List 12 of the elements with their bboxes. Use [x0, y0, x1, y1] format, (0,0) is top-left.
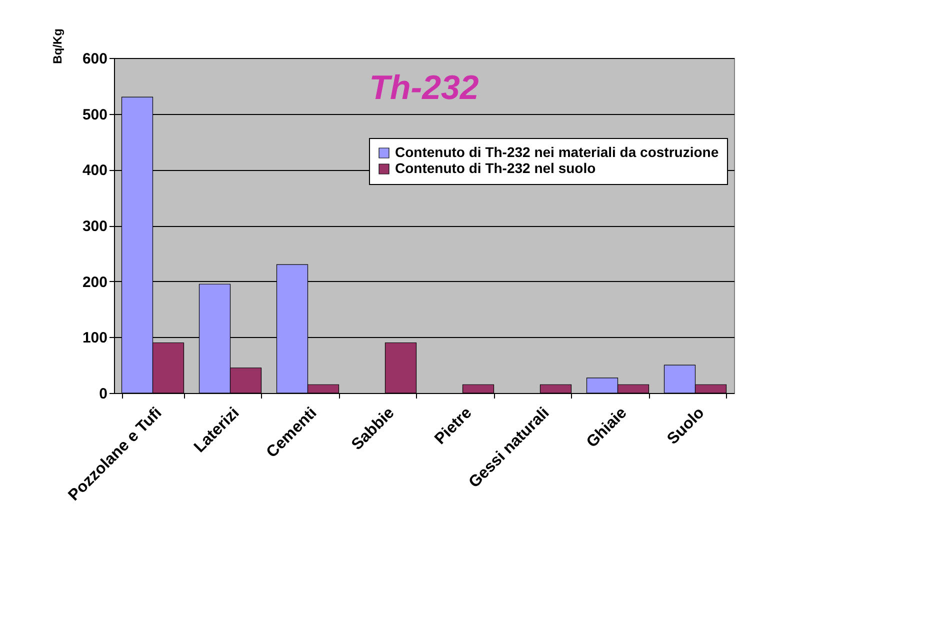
y-axis-title: Bq/Kg: [50, 28, 64, 64]
y-tick-label: 400: [82, 162, 108, 180]
y-tick-label: 100: [82, 330, 108, 347]
y-tick-label: 300: [82, 218, 108, 235]
chart-title: Th-232: [369, 69, 479, 107]
y-tick-label: 500: [82, 106, 108, 124]
bar: [462, 384, 494, 394]
y-tick-label: 600: [82, 50, 108, 68]
legend-label: Contenuto di Th-232 nel suolo: [395, 160, 596, 176]
y-tick-label: 200: [82, 274, 108, 291]
legend-label: Contenuto di Th-232 nei materiali da costruzione: [395, 144, 719, 160]
y-tick-label: 0: [99, 386, 108, 402]
